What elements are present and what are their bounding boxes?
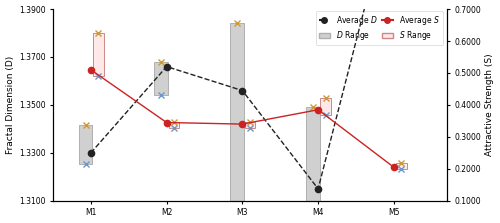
Bar xyxy=(320,98,331,115)
Bar xyxy=(78,125,92,164)
Bar xyxy=(154,62,168,95)
Bar xyxy=(396,163,406,169)
Y-axis label: Fractal Dimension (D): Fractal Dimension (D) xyxy=(6,56,15,154)
Legend: Average $D$, $D$ Range, Average $S$, $S$ Range: Average $D$, $D$ Range, Average $S$, $S$… xyxy=(316,11,443,45)
Bar xyxy=(93,33,104,76)
Bar xyxy=(169,122,179,128)
Bar xyxy=(244,122,255,128)
Y-axis label: Attractive Strength (S): Attractive Strength (S) xyxy=(486,54,494,156)
Bar xyxy=(306,107,320,206)
Bar xyxy=(230,23,244,223)
